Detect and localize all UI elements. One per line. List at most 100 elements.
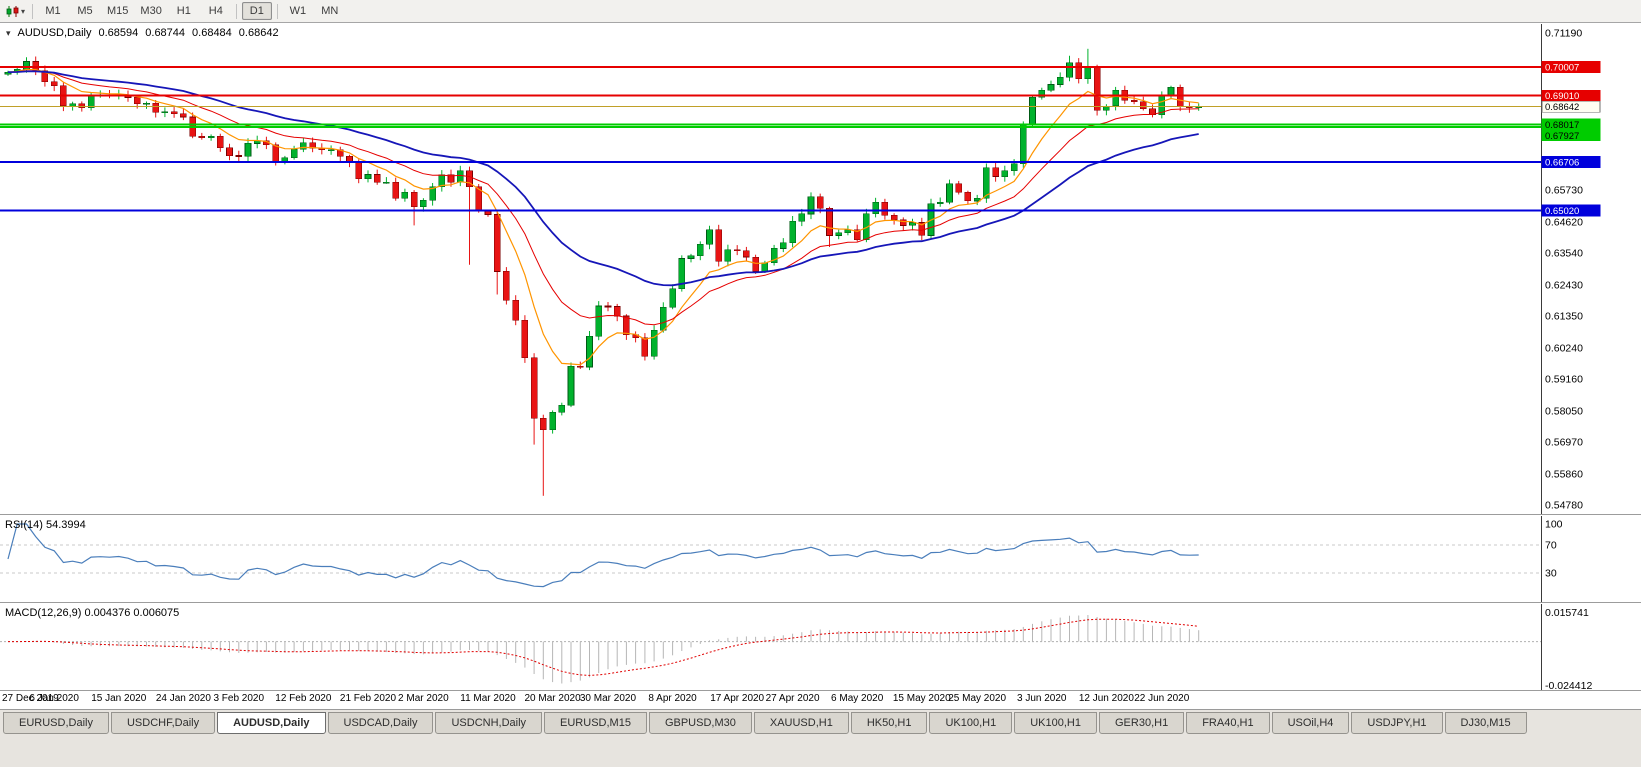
- candle: [1158, 94, 1166, 115]
- chart-tab-dj30-m15[interactable]: DJ30,M15: [1444, 712, 1527, 734]
- candle: [890, 215, 898, 220]
- candle: [1130, 100, 1138, 103]
- candle: [715, 229, 723, 262]
- chart-tab-ger30-h1[interactable]: GER30,H1: [1099, 712, 1185, 734]
- macd-panel[interactable]: 0.015741 -0.024412 MACD(12,26,9) 0.004376…: [0, 602, 1641, 691]
- candle: [899, 219, 907, 226]
- candle: [373, 174, 381, 183]
- chart-tab-eurusd-m15[interactable]: EURUSD,M15: [544, 712, 647, 734]
- x-axis-date-label: 15 May 2020: [892, 693, 951, 704]
- timeframe-d1-button[interactable]: D1: [241, 2, 272, 20]
- y-axis-tick: 0.56970: [1545, 437, 1583, 449]
- x-axis-date-label: 25 May 2020: [948, 693, 1007, 704]
- macd-axis-min: -0.024412: [1545, 680, 1592, 691]
- rsi-label: RSI(14) 54.3994: [5, 519, 86, 531]
- macd-canvas[interactable]: 0.015741 -0.024412: [0, 604, 1641, 691]
- timeframe-m5-button[interactable]: M5: [77, 5, 93, 17]
- chart-tabs-strip: EURUSD,Daily USDCHF,Daily AUDUSD,Daily USDC…: [0, 709, 1641, 767]
- chart-tab-usoil-h4[interactable]: USOil,H4: [1271, 712, 1350, 734]
- candle: [23, 61, 30, 70]
- timeframe-h4-button[interactable]: H4: [208, 5, 223, 17]
- candle: [1010, 163, 1018, 172]
- candle: [669, 288, 676, 308]
- candle: [180, 113, 187, 118]
- toolbar-separator: [235, 3, 237, 19]
- candle: [983, 167, 990, 199]
- chart-tab-uk100-h1[interactable]: UK100,H1: [1014, 712, 1097, 734]
- timeframe-m30-button[interactable]: M30: [140, 5, 162, 17]
- x-axis-date-label: 27 Dec 2019: [2, 693, 59, 704]
- x-axis-date-label: 21 Feb 2020: [339, 693, 397, 704]
- candle: [207, 136, 215, 139]
- y-axis-tick: 0.62430: [1545, 280, 1583, 292]
- macd-histogram: [16, 615, 1200, 684]
- candle: [383, 182, 390, 184]
- candle: [946, 183, 953, 203]
- price-badge-label: 0.65020: [1545, 206, 1579, 217]
- candle: [143, 102, 150, 105]
- y-axis-tick: 0.65730: [1545, 185, 1583, 197]
- price-badge-label: 0.67927: [1545, 131, 1579, 142]
- ohlc-high: 0.68744: [145, 27, 186, 39]
- candle: [410, 192, 418, 208]
- time-axis[interactable]: 27 Dec 2019 6 Jan 2020 15 Jan 2020 24 Jan 2…: [0, 690, 1641, 709]
- timeframe-h1-button[interactable]: H1: [176, 5, 191, 17]
- candle: [69, 103, 76, 107]
- x-axis-date-label: 20 Mar 2020: [524, 693, 581, 704]
- chart-type-menu[interactable]: ▾: [3, 4, 28, 19]
- x-axis-date-label: 11 Mar 2020: [460, 693, 516, 704]
- candle: [678, 258, 686, 290]
- price-chart-canvas[interactable]: 0.71190 0.65730 0.64620 0.63540 0.62430 0.613…: [0, 24, 1641, 514]
- chart-tab-gbpusd-m30[interactable]: GBPUSD,M30: [648, 712, 752, 734]
- x-axis-date-label: 12 Feb 2020: [275, 693, 332, 704]
- chart-tab-usdcad-daily[interactable]: USDCAD,Daily: [327, 712, 434, 734]
- candle: [595, 305, 603, 337]
- y-axis-tick: 0.60240: [1545, 343, 1583, 355]
- candle: [1084, 66, 1092, 80]
- candle: [503, 271, 510, 301]
- moving-average-34: [7, 70, 1199, 287]
- candle: [549, 412, 556, 430]
- chart-tab-usdchf-daily[interactable]: USDCHF,Daily: [110, 712, 216, 734]
- timeframe-m15-button[interactable]: M15: [107, 5, 129, 17]
- chart-tab-xauusd-h1[interactable]: XAUUSD,H1: [753, 712, 849, 734]
- price-badge-label: 0.66706: [1545, 158, 1579, 169]
- x-axis-date-label: 12 Jun 2020: [1078, 693, 1134, 704]
- chart-tab-eurusd-daily[interactable]: EURUSD,Daily: [3, 712, 109, 734]
- chart-tab-fra40-h1[interactable]: FRA40,H1: [1186, 712, 1270, 734]
- timeframe-mn-button[interactable]: MN: [321, 5, 339, 17]
- candle: [576, 366, 584, 368]
- candle: [872, 202, 879, 215]
- candle: [789, 220, 796, 244]
- ohlc-low: 0.68484: [192, 27, 232, 39]
- candle: [429, 186, 436, 201]
- moving-average-17: [7, 70, 1199, 326]
- timeframe-w1-button[interactable]: W1: [289, 5, 307, 17]
- rsi-panel[interactable]: 100 70 30 RSI(14) 54.3994: [0, 514, 1641, 603]
- candle: [558, 404, 566, 413]
- chart-tab-usdjpy-h1[interactable]: USDJPY,H1: [1351, 712, 1443, 734]
- candle: [604, 305, 612, 308]
- timeframe-m1-button[interactable]: M1: [45, 5, 61, 17]
- main-chart-panel[interactable]: 0.71190 0.65730 0.64620 0.63540 0.62430 0.613…: [0, 24, 1641, 514]
- chart-tab-audusd-daily[interactable]: AUDUSD,Daily: [217, 712, 326, 734]
- candle: [235, 155, 243, 157]
- candle: [696, 243, 704, 256]
- y-axis-tick: 0.58050: [1545, 405, 1583, 417]
- chart-tab-hk50-h1[interactable]: HK50,H1: [850, 712, 928, 734]
- candle: [659, 307, 667, 331]
- candle: [1001, 170, 1009, 177]
- rsi-canvas[interactable]: 100 70 30: [0, 516, 1641, 603]
- candle: [133, 97, 141, 105]
- chart-tab-usdcnh-daily[interactable]: USDCNH,Daily: [435, 712, 543, 734]
- candles: [4, 48, 1202, 496]
- candle: [1056, 76, 1064, 85]
- x-axis-date-label: 6 Jan 2020: [29, 693, 79, 704]
- chart-expand-icon[interactable]: ▾: [6, 27, 11, 38]
- candle: [863, 213, 870, 241]
- candle: [1093, 66, 1101, 111]
- chart-tab-uk100-h1[interactable]: UK100,H1: [929, 712, 1013, 734]
- candle: [779, 242, 787, 249]
- timeframe-buttons: M1 M5 M15 M30 H1 H4 D1 W1 MN: [37, 2, 346, 20]
